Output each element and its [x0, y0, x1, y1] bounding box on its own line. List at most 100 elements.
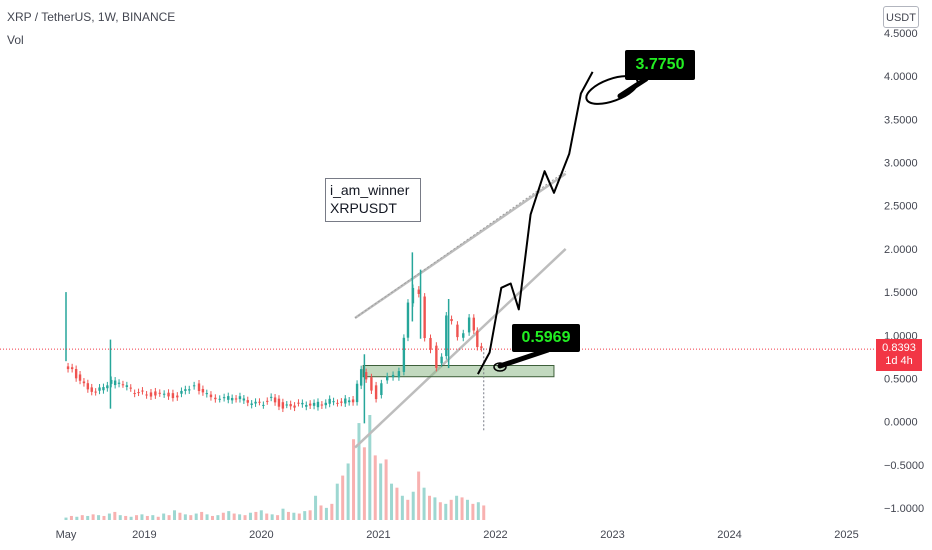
volume-bar	[194, 513, 198, 520]
volume-bar	[357, 423, 361, 520]
candle-body	[374, 385, 378, 400]
volume-bar	[173, 510, 177, 520]
candle-body	[312, 402, 316, 406]
candle-body	[158, 392, 161, 394]
candle-body	[289, 404, 292, 407]
y-tick-label: 0.5000	[884, 373, 918, 385]
candle-body	[154, 391, 157, 396]
candle-body	[214, 397, 217, 400]
volume-bar	[162, 513, 166, 520]
candle-body	[238, 396, 242, 400]
candle-body	[281, 402, 285, 409]
candle-body	[450, 319, 453, 322]
candle-body	[347, 400, 351, 403]
candle-body	[234, 398, 238, 400]
candle-body	[82, 381, 86, 384]
volume-bar	[227, 511, 231, 520]
candle-body	[222, 397, 226, 399]
volume-bar	[80, 515, 84, 520]
x-tick-label: 2025	[834, 529, 858, 541]
volume-bar	[156, 516, 160, 520]
candle-body	[162, 393, 166, 395]
volume-bar	[395, 487, 399, 520]
candle-body	[266, 400, 269, 402]
candle-body	[305, 404, 308, 407]
candle-body	[133, 393, 136, 395]
candle-body	[218, 398, 221, 400]
candle-body	[370, 377, 373, 391]
candle-body	[293, 405, 296, 408]
volume-bar	[97, 515, 101, 520]
candle-body	[308, 403, 312, 406]
candle-body	[467, 317, 471, 333]
volume-bar	[248, 512, 252, 520]
candle-body	[397, 371, 401, 378]
volume-bar	[183, 514, 187, 520]
volume-bar	[314, 495, 318, 520]
currency-button[interactable]: USDT	[883, 6, 919, 28]
candle-body	[197, 383, 201, 391]
x-tick-label: 2019	[132, 529, 156, 541]
y-tick-label: 4.0000	[884, 71, 918, 83]
volume-bar	[69, 515, 73, 520]
volume-bar	[482, 505, 486, 520]
note-line-symbol: XRPUSDT	[330, 200, 397, 216]
candle-body	[90, 387, 93, 392]
candle-body	[336, 402, 339, 404]
volume-bar	[140, 514, 144, 520]
candle-body	[277, 398, 281, 407]
candle-body	[462, 333, 465, 338]
candle-body	[171, 393, 175, 399]
y-tick-label: −0.5000	[884, 460, 924, 472]
candle-body	[351, 399, 355, 403]
candle-body	[201, 388, 205, 393]
candle-body	[78, 374, 82, 381]
volume-bar	[129, 516, 133, 520]
candle-body	[176, 395, 179, 398]
volume-bar	[107, 513, 111, 520]
volume-bar	[417, 471, 421, 520]
candle-body	[184, 389, 187, 391]
volume-bar	[362, 447, 366, 520]
x-tick-label: 2022	[483, 529, 507, 541]
candle-body	[188, 389, 191, 391]
candle-body	[209, 394, 213, 398]
volume-bar	[86, 515, 90, 520]
volume-bar	[254, 511, 258, 520]
candle-body	[273, 397, 277, 403]
candle-body	[402, 337, 406, 372]
candle-body	[70, 367, 74, 370]
volume-label: Vol	[7, 33, 24, 47]
y-tick-label: 1.5000	[884, 287, 918, 299]
candle-body	[94, 391, 97, 393]
author-note: i_am_winner XRPUSDT	[325, 178, 421, 222]
volume-bar	[324, 507, 328, 520]
y-tick-label: 0.0000	[884, 417, 918, 429]
candle-body	[145, 394, 148, 396]
candle-body	[456, 324, 459, 338]
y-tick-label: 2.5000	[884, 201, 918, 213]
x-tick-label: 2024	[717, 529, 741, 541]
volume-bar	[330, 503, 334, 520]
volume-bar	[113, 511, 117, 520]
volume-bar	[102, 515, 106, 520]
volume-bar	[444, 503, 448, 520]
channel-upper-line	[354, 172, 567, 320]
volume-bar	[178, 512, 182, 520]
candle-body	[324, 402, 327, 406]
candle-body	[262, 404, 265, 406]
volume-bar	[471, 503, 475, 520]
candle-body	[386, 376, 389, 381]
volume-bar	[384, 459, 388, 520]
volume-bar	[286, 511, 290, 520]
candle-body	[242, 398, 246, 401]
candle-body	[205, 393, 209, 395]
volume-bar	[460, 497, 464, 520]
candle-body	[192, 385, 196, 387]
candle-body	[129, 387, 132, 389]
volume-bar	[297, 513, 301, 520]
candle-body	[137, 392, 140, 394]
candle-body	[167, 392, 170, 397]
volume-bar	[352, 439, 356, 520]
